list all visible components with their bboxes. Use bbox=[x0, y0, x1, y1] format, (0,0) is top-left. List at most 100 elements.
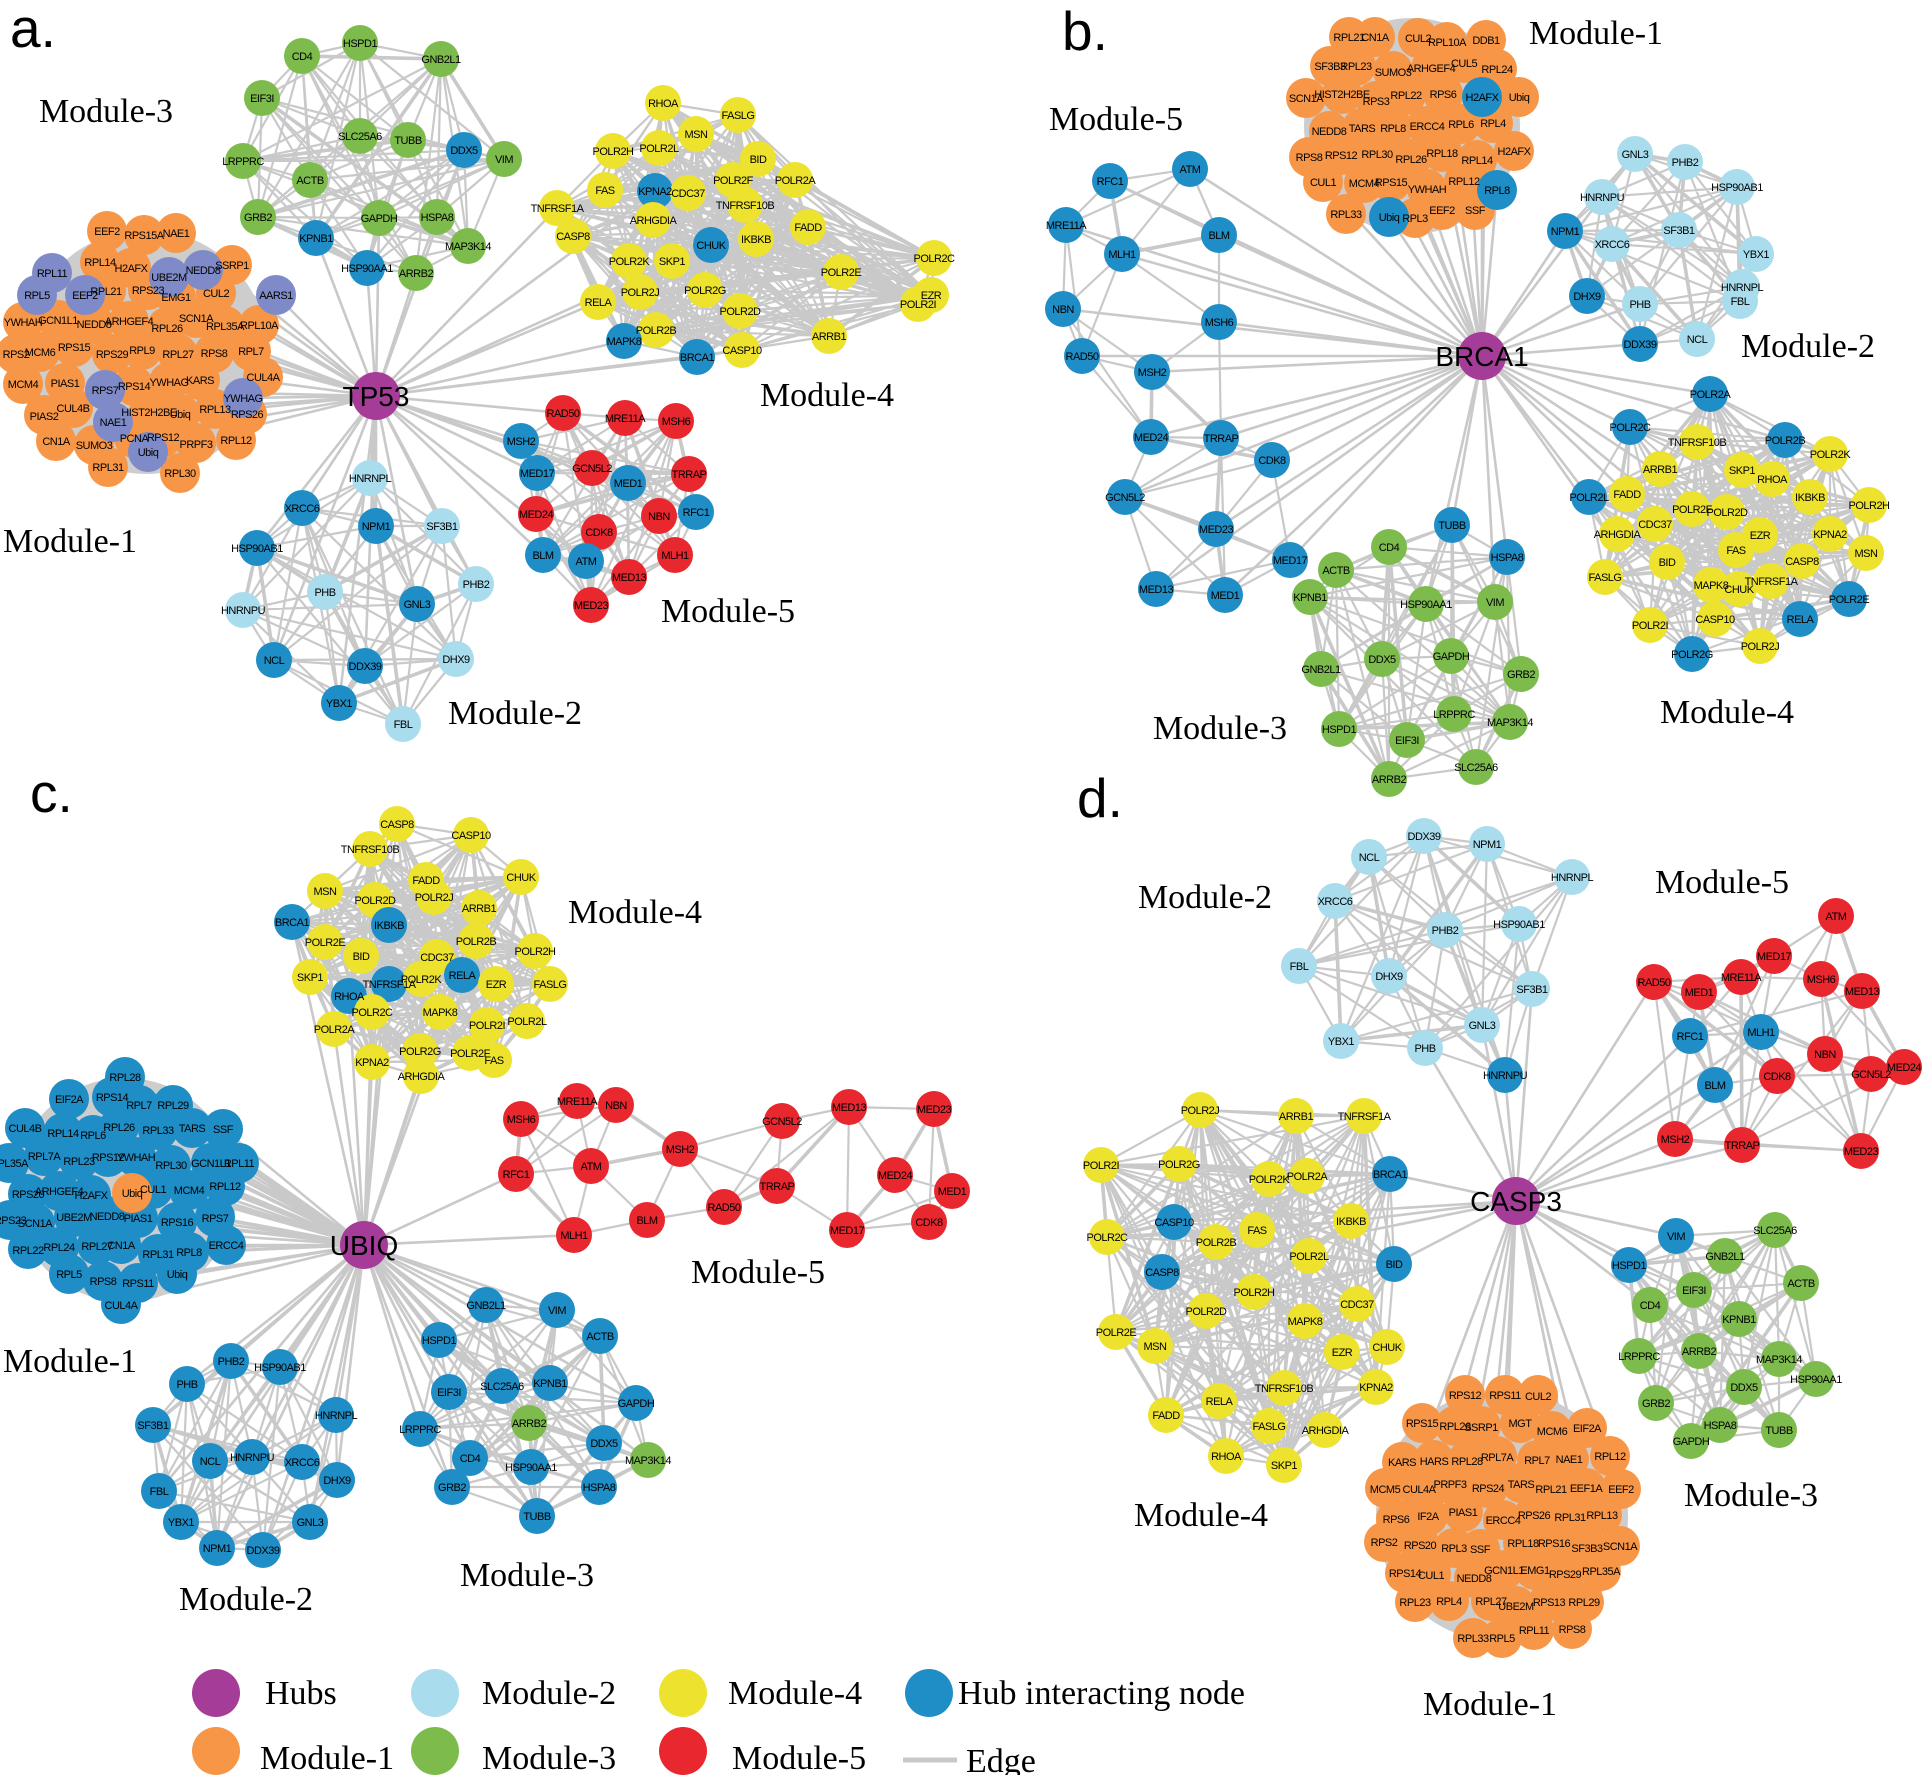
svg-text:BLM: BLM bbox=[532, 550, 553, 562]
svg-text:Module-1: Module-1 bbox=[3, 1343, 137, 1380]
svg-text:RPL27: RPL27 bbox=[1475, 1596, 1507, 1608]
svg-text:RPS24: RPS24 bbox=[1472, 1483, 1505, 1495]
svg-text:TNFRSF1A: TNFRSF1A bbox=[1745, 576, 1799, 588]
svg-text:RPS14: RPS14 bbox=[118, 381, 151, 393]
svg-text:RPS11: RPS11 bbox=[122, 1278, 154, 1290]
svg-text:YBX1: YBX1 bbox=[326, 698, 353, 710]
svg-text:GNB2L1: GNB2L1 bbox=[1705, 1251, 1745, 1263]
svg-text:RPL21: RPL21 bbox=[1333, 32, 1365, 44]
svg-text:ARHGDIA: ARHGDIA bbox=[398, 1071, 446, 1083]
svg-text:NEDD8: NEDD8 bbox=[77, 319, 112, 331]
svg-text:CD4: CD4 bbox=[1379, 542, 1400, 554]
svg-text:MED23: MED23 bbox=[1199, 524, 1234, 536]
svg-text:RPL24: RPL24 bbox=[43, 1242, 75, 1254]
svg-text:POLR2F: POLR2F bbox=[713, 175, 754, 187]
svg-text:ARRB1: ARRB1 bbox=[1279, 1111, 1314, 1123]
svg-text:GNL3: GNL3 bbox=[404, 599, 431, 611]
svg-text:KPNA2: KPNA2 bbox=[355, 1057, 389, 1069]
svg-text:POLR2A: POLR2A bbox=[775, 175, 817, 187]
svg-text:Hubs: Hubs bbox=[265, 1675, 337, 1712]
svg-text:RPL8: RPL8 bbox=[1484, 185, 1510, 197]
svg-text:KARS: KARS bbox=[1388, 1457, 1416, 1469]
svg-text:RPS20: RPS20 bbox=[1404, 1540, 1437, 1552]
svg-text:Module-5: Module-5 bbox=[732, 1740, 866, 1775]
svg-text:RPL5: RPL5 bbox=[1489, 1633, 1515, 1645]
svg-text:GAPDH: GAPDH bbox=[618, 1398, 655, 1410]
svg-text:RPS15: RPS15 bbox=[58, 342, 91, 354]
svg-text:ARHGEF4: ARHGEF4 bbox=[105, 316, 154, 328]
svg-text:SSRP1: SSRP1 bbox=[215, 260, 249, 272]
svg-text:POLR2C: POLR2C bbox=[1086, 1232, 1128, 1244]
svg-text:HIST2H2BE: HIST2H2BE bbox=[121, 407, 177, 419]
svg-text:VIM: VIM bbox=[548, 1305, 566, 1317]
svg-text:RPL26: RPL26 bbox=[151, 323, 183, 335]
svg-text:FBL: FBL bbox=[150, 1486, 169, 1498]
svg-text:GCN1L1: GCN1L1 bbox=[1484, 1565, 1524, 1577]
svg-text:MSH2: MSH2 bbox=[1661, 1134, 1690, 1146]
svg-text:RPL29: RPL29 bbox=[1568, 1597, 1600, 1609]
svg-text:UBIQ: UBIQ bbox=[330, 1230, 398, 1261]
svg-text:RPL10A: RPL10A bbox=[240, 320, 279, 332]
svg-text:RPL5: RPL5 bbox=[24, 290, 50, 302]
svg-text:POLR2G: POLR2G bbox=[399, 1046, 441, 1058]
svg-text:HSPD1: HSPD1 bbox=[1612, 1260, 1647, 1272]
svg-text:RPS11: RPS11 bbox=[1489, 1390, 1521, 1402]
svg-text:NEDD8: NEDD8 bbox=[90, 1211, 125, 1223]
svg-text:POLR2L: POLR2L bbox=[507, 1016, 547, 1028]
svg-text:ARHGDIA: ARHGDIA bbox=[1302, 1425, 1350, 1437]
svg-text:POLR2A: POLR2A bbox=[1287, 1171, 1329, 1183]
svg-text:POLR2C: POLR2C bbox=[1609, 422, 1651, 434]
svg-text:RAD50: RAD50 bbox=[547, 408, 580, 420]
svg-text:LRPPRC: LRPPRC bbox=[1618, 1351, 1660, 1363]
svg-text:FADD: FADD bbox=[1152, 1410, 1180, 1422]
svg-text:HNRNPL: HNRNPL bbox=[1551, 872, 1594, 884]
svg-text:HNRNPU: HNRNPU bbox=[1580, 192, 1625, 204]
svg-text:XRCC6: XRCC6 bbox=[285, 1457, 320, 1469]
svg-text:CN1A: CN1A bbox=[107, 1240, 136, 1252]
svg-text:RAD50: RAD50 bbox=[708, 1202, 741, 1214]
svg-text:KPNA2: KPNA2 bbox=[638, 186, 672, 198]
svg-text:POLR2E: POLR2E bbox=[1829, 594, 1870, 606]
svg-text:EIF2A: EIF2A bbox=[1573, 1423, 1602, 1435]
svg-text:GCN5L2: GCN5L2 bbox=[572, 463, 612, 475]
svg-text:CN1A: CN1A bbox=[1361, 32, 1390, 44]
svg-text:Ubiq: Ubiq bbox=[138, 447, 159, 459]
svg-text:MAPK8: MAPK8 bbox=[1694, 580, 1729, 592]
svg-text:SKP1: SKP1 bbox=[297, 972, 324, 984]
svg-text:RPS16: RPS16 bbox=[161, 1217, 194, 1229]
svg-text:c.: c. bbox=[30, 762, 73, 824]
svg-text:Ubiq: Ubiq bbox=[167, 1269, 188, 1281]
svg-text:RPL12: RPL12 bbox=[220, 435, 252, 447]
svg-text:RPL26: RPL26 bbox=[103, 1122, 135, 1134]
svg-text:RPS8: RPS8 bbox=[1559, 1624, 1586, 1636]
svg-text:EIF3I: EIF3I bbox=[250, 93, 274, 105]
svg-text:MSH2: MSH2 bbox=[666, 1144, 695, 1156]
svg-text:HNRNPL: HNRNPL bbox=[315, 1410, 358, 1422]
svg-text:ACTB: ACTB bbox=[1787, 1278, 1815, 1290]
svg-text:TUBB: TUBB bbox=[1765, 1425, 1793, 1437]
svg-text:RPS13: RPS13 bbox=[1533, 1597, 1566, 1609]
svg-text:MSN: MSN bbox=[1855, 548, 1879, 560]
svg-text:SCN1A: SCN1A bbox=[1603, 1541, 1638, 1553]
svg-text:Module-2: Module-2 bbox=[1138, 879, 1272, 916]
svg-text:POLR2B: POLR2B bbox=[1765, 435, 1806, 447]
svg-text:CUL4A: CUL4A bbox=[105, 1300, 139, 1312]
svg-text:RPL30: RPL30 bbox=[164, 468, 196, 480]
svg-text:RFC1: RFC1 bbox=[683, 507, 710, 519]
svg-text:GNL3: GNL3 bbox=[297, 1517, 324, 1529]
svg-text:SCN1A: SCN1A bbox=[1289, 93, 1324, 105]
svg-text:NBN: NBN bbox=[648, 511, 670, 523]
svg-text:MED1: MED1 bbox=[938, 1186, 967, 1198]
svg-text:GNB2L1: GNB2L1 bbox=[466, 1300, 506, 1312]
svg-text:RPL31: RPL31 bbox=[142, 1249, 174, 1261]
svg-text:SF3B3: SF3B3 bbox=[1314, 61, 1346, 73]
svg-text:MSH6: MSH6 bbox=[1205, 317, 1234, 329]
svg-text:MCM5: MCM5 bbox=[1370, 1484, 1401, 1496]
svg-text:MED17: MED17 bbox=[1273, 555, 1308, 567]
svg-text:EIF3I: EIF3I bbox=[437, 1387, 461, 1399]
svg-text:MED24: MED24 bbox=[1887, 1062, 1922, 1074]
svg-text:Module-4: Module-4 bbox=[568, 894, 702, 931]
svg-text:TNFRSF10B: TNFRSF10B bbox=[716, 200, 775, 212]
svg-text:HNRNPL: HNRNPL bbox=[349, 473, 392, 485]
svg-text:SF3B1: SF3B1 bbox=[1516, 984, 1548, 996]
